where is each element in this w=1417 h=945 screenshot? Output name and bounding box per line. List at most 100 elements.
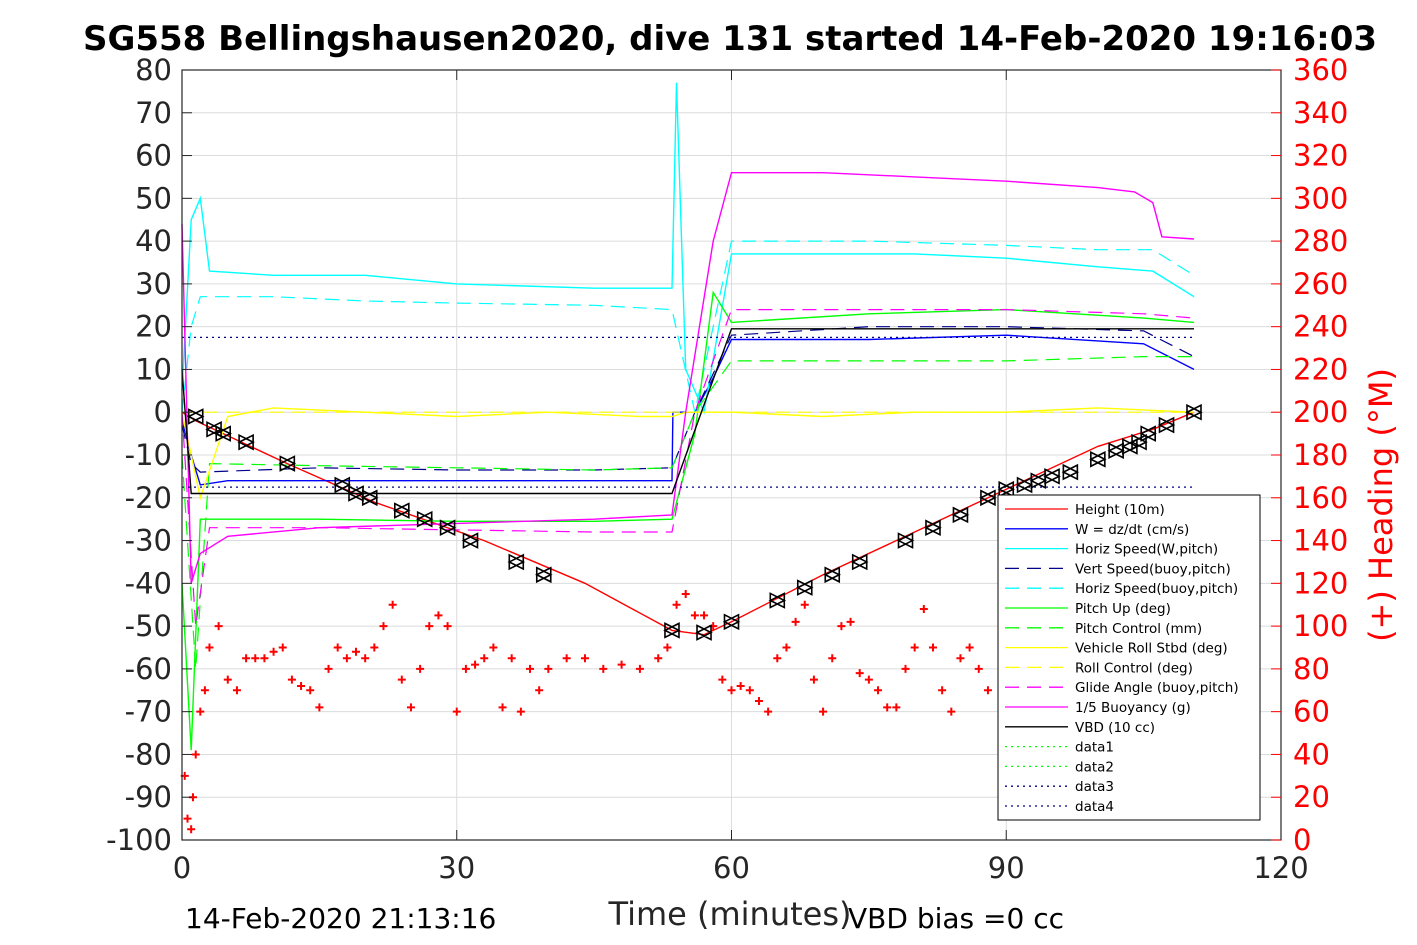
heading-point	[947, 707, 956, 716]
legend-label-11: 1/5 Buoyancy (g)	[1075, 700, 1191, 716]
y2-tick-label: 40	[1293, 737, 1330, 771]
legend-label-13: data1	[1075, 740, 1114, 756]
y2-tick-label: 120	[1293, 566, 1348, 600]
height-marker	[186, 408, 205, 425]
heading-point	[892, 703, 901, 712]
legend-label-15: data3	[1075, 779, 1114, 795]
y2-tick-label: 360	[1293, 53, 1348, 87]
height-marker	[722, 613, 741, 631]
heading-point	[828, 654, 837, 663]
height-marker	[415, 510, 434, 528]
legend-label-16: data4	[1075, 799, 1114, 815]
heading-point	[434, 611, 443, 620]
y2-tick-label: 20	[1293, 780, 1330, 814]
y2-tick-label: 300	[1293, 181, 1348, 215]
heading-point	[535, 686, 544, 695]
y-tick-label: 40	[135, 224, 172, 258]
heading-point	[800, 600, 809, 609]
legend: Height (10m) W = dz/dt (cm/s) Horiz Speed(…	[997, 494, 1261, 821]
heading-point	[183, 814, 192, 823]
heading-point	[471, 660, 480, 669]
heading-point	[489, 643, 498, 652]
y2-tick-label: 80	[1293, 652, 1330, 686]
heading-point	[297, 682, 306, 690]
height-marker	[850, 553, 869, 571]
heading-point	[974, 664, 983, 673]
heading-point	[663, 643, 672, 652]
y-tick-label: -20	[125, 481, 172, 515]
series-line-2	[181, 334, 1195, 486]
legend-label-2: W = dz/dt (cm/s)	[1075, 522, 1189, 538]
height-marker	[1043, 468, 1061, 485]
legend-label-4: Vert Speed(buoy,pitch)	[1075, 561, 1231, 577]
heading-point	[617, 660, 626, 669]
y-tick-label: -60	[125, 652, 172, 686]
heading-point	[672, 600, 681, 609]
x-axis-label: Time (minutes)	[608, 895, 852, 933]
heading-point	[919, 605, 928, 613]
heading-point	[965, 643, 974, 652]
height-marker	[360, 489, 379, 507]
heading-point	[956, 654, 965, 663]
y2-tick-label: 260	[1293, 267, 1348, 301]
height-marker	[997, 480, 1016, 498]
legend-label-5: Horiz Speed(buoy,pitch)	[1075, 581, 1238, 597]
y-tick-label: -30	[125, 524, 172, 558]
height-marker	[333, 476, 352, 494]
height-marker	[795, 579, 814, 596]
heading-point	[260, 654, 269, 663]
y-tick-label: 20	[135, 310, 172, 344]
heading-point	[654, 654, 663, 663]
heading-point	[910, 643, 919, 652]
heading-point	[773, 654, 782, 663]
heading-point	[223, 675, 232, 684]
heading-point	[507, 654, 516, 663]
heading-point	[242, 654, 251, 663]
legend-label-12: VBD (10 cc)	[1075, 720, 1155, 736]
heading-point	[837, 622, 846, 631]
series-line-11	[181, 171, 1195, 584]
height-markers	[186, 403, 1203, 641]
heading-point	[580, 654, 589, 663]
series-line-7	[181, 356, 1194, 669]
y2-axis-label: (+) Heading (°M)	[1362, 368, 1400, 642]
heading-point	[187, 825, 196, 834]
legend-label-1: Height (10m)	[1075, 502, 1165, 518]
series-line-10	[181, 309, 1195, 627]
heading-point	[928, 643, 937, 652]
height-marker	[534, 566, 553, 584]
y-tick-label: 60	[135, 139, 172, 173]
heading-point	[379, 622, 388, 631]
height-marker	[461, 532, 480, 549]
heading-point	[764, 707, 773, 716]
height-marker	[1061, 463, 1080, 481]
heading-point	[370, 643, 379, 652]
height-marker	[1089, 450, 1107, 468]
height-marker	[1185, 403, 1203, 421]
footer-vbd-bias: VBD bias =0 cc	[848, 902, 1064, 935]
x-axis: 0 30 60 90 120	[173, 70, 1309, 885]
heading-point	[544, 664, 553, 673]
y2-tick-label: 0	[1293, 823, 1311, 857]
height-marker	[663, 622, 681, 639]
height-marker	[1139, 425, 1157, 442]
heading-point	[526, 664, 535, 673]
heading-point	[754, 696, 763, 705]
y2-tick-label: 320	[1293, 139, 1348, 173]
heading-point	[416, 664, 425, 673]
height-marker	[924, 519, 942, 537]
y-tick-label: 50	[135, 181, 172, 215]
height-marker	[237, 433, 255, 451]
y-tick-label: 10	[135, 352, 172, 386]
heading-point	[562, 654, 571, 663]
height-marker	[1157, 416, 1176, 434]
y-tick-label: 30	[135, 267, 172, 301]
heading-point	[855, 669, 864, 678]
heading-point	[251, 654, 260, 663]
x-tick-label: 30	[438, 851, 475, 885]
y2-tick-label: 200	[1293, 395, 1348, 429]
heading-point	[269, 647, 278, 656]
x-tick-label: 0	[173, 851, 191, 885]
heading-point	[718, 675, 727, 684]
